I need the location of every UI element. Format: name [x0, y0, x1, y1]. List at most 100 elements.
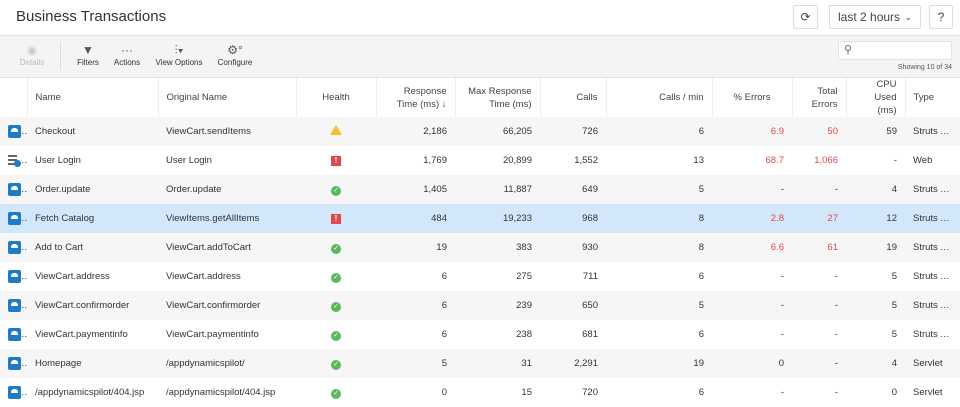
health-warning-icon	[330, 125, 342, 135]
actions-button[interactable]: ··· Actions	[112, 42, 142, 67]
percent-errors-cell: 0	[778, 358, 784, 369]
health-cell: ✓	[296, 291, 376, 320]
name-cell[interactable]: Order.update	[35, 184, 91, 195]
help-button[interactable]: ?	[929, 5, 953, 29]
table-row[interactable]: Fetch Catalog ViewItems.getAllItems ! 48…	[0, 204, 960, 233]
response-time-cell: 6	[441, 271, 447, 282]
type-cell: Web	[913, 155, 933, 166]
health-critical-icon: !	[331, 156, 341, 166]
filters-label: Filters	[77, 58, 99, 67]
percent-errors-cell: 2.8	[770, 213, 784, 224]
cpu-used-cell: 4	[891, 358, 897, 369]
percent-errors-cell: -	[780, 329, 784, 340]
showing-count: Showing 10 of 34	[897, 64, 952, 71]
divider	[60, 42, 61, 70]
total-errors-cell: -	[834, 387, 838, 398]
calls-cell: 720	[582, 387, 598, 398]
name-cell[interactable]: ViewCart.paymentinfo	[35, 329, 128, 340]
table-row[interactable]: Add to Cart ViewCart.addToCart ✓ 19 383 …	[0, 233, 960, 262]
type-cell: Struts Action	[913, 126, 960, 137]
type-cell: Struts Action	[913, 213, 960, 224]
table-row[interactable]: Homepage /appdynamicspilot/ ✓ 5 31 2,291…	[0, 349, 960, 378]
col-response-time[interactable]: Response Time (ms) ↓	[376, 78, 456, 117]
total-errors-cell: 50	[827, 126, 838, 137]
business-transaction-icon	[8, 241, 21, 254]
col-max-response[interactable]: Max Response Time (ms)	[455, 78, 541, 117]
col-original-name[interactable]: Original Name	[158, 78, 297, 117]
calls-cell: 930	[582, 242, 598, 253]
response-time-cell: 484	[431, 213, 447, 224]
business-transaction-icon	[8, 386, 21, 399]
view-options-button[interactable]: ⫶▾ View Options	[154, 42, 204, 67]
table-row[interactable]: ViewCart.paymentinfo ViewCart.paymentinf…	[0, 320, 960, 349]
original-name-cell: User Login	[166, 155, 212, 166]
col-name[interactable]: Name	[27, 78, 159, 117]
time-range-select[interactable]: last 2 hours ⌄	[829, 5, 921, 29]
health-critical-icon: !	[331, 214, 341, 224]
row-icon-cell	[0, 262, 27, 291]
business-transaction-icon	[8, 183, 21, 196]
health-cell: !	[296, 146, 376, 175]
table-row[interactable]: /appdynamicspilot/404.jsp /appdynamicspi…	[0, 378, 960, 407]
response-time-cell: 2,186	[423, 126, 447, 137]
cpu-used-cell: 5	[891, 271, 897, 282]
response-time-cell: 5	[441, 358, 447, 369]
row-icon-cell	[0, 146, 27, 175]
col-percent-errors[interactable]: % Errors	[712, 78, 793, 117]
eye-icon: ◉	[26, 43, 38, 57]
name-cell[interactable]: Fetch Catalog	[35, 213, 95, 224]
calls-cell: 650	[582, 300, 598, 311]
business-transaction-icon	[8, 299, 21, 312]
col-cpu-used[interactable]: CPU Used (ms)	[846, 78, 906, 117]
name-cell[interactable]: /appdynamicspilot/404.jsp	[35, 387, 145, 398]
col-total-errors[interactable]: Total Errors	[792, 78, 847, 117]
col-calls-per-min[interactable]: Calls / min	[606, 78, 713, 117]
name-cell[interactable]: User Login	[35, 155, 81, 166]
details-button[interactable]: ◉ Details	[18, 42, 46, 67]
search-input[interactable]: ⚲	[838, 41, 952, 60]
table-row[interactable]: Checkout ViewCart.sendItems 2,186 66,205…	[0, 117, 960, 146]
configure-label: Configure	[217, 58, 253, 67]
name-cell[interactable]: ViewCart.confirmorder	[35, 300, 130, 311]
col-health[interactable]: Health	[296, 78, 377, 117]
col-calls[interactable]: Calls	[540, 78, 607, 117]
total-errors-cell: -	[834, 300, 838, 311]
table-row[interactable]: ViewCart.confirmorder ViewCart.confirmor…	[0, 291, 960, 320]
original-name-cell: ViewCart.address	[166, 271, 241, 282]
name-cell[interactable]: Homepage	[35, 358, 82, 369]
response-time-cell: 6	[441, 300, 447, 311]
filters-button[interactable]: ▼ Filters	[74, 42, 102, 67]
calls-cell: 1,552	[574, 155, 598, 166]
calls-per-min-cell: 6	[698, 387, 704, 398]
max-response-cell: 15	[521, 387, 532, 398]
percent-errors-cell: 6.9	[770, 126, 784, 137]
total-errors-cell: -	[834, 184, 838, 195]
gear-icon: ⚙°	[227, 43, 243, 57]
percent-errors-cell: 68.7	[765, 155, 785, 166]
health-normal-icon: ✓	[331, 243, 341, 254]
total-errors-cell: 27	[827, 213, 838, 224]
cpu-used-cell: 19	[886, 242, 897, 253]
calls-per-min-cell: 5	[698, 184, 704, 195]
health-normal-icon: ✓	[331, 330, 341, 341]
cpu-used-cell: 59	[886, 126, 897, 137]
name-cell[interactable]: ViewCart.address	[35, 271, 110, 282]
percent-errors-cell: -	[780, 184, 784, 195]
health-normal-icon: ✓	[331, 272, 341, 283]
health-normal-icon: ✓	[331, 359, 341, 370]
more-icon: ···	[121, 43, 133, 57]
max-response-cell: 31	[521, 358, 532, 369]
health-normal-icon: ✓	[331, 388, 341, 399]
time-range-value: last 2 hours	[838, 10, 901, 24]
table-row[interactable]: ViewCart.address ViewCart.address ✓ 6 27…	[0, 262, 960, 291]
calls-cell: 681	[582, 329, 598, 340]
calls-per-min-cell: 19	[693, 358, 704, 369]
configure-button[interactable]: ⚙° Configure	[216, 42, 254, 67]
table-row[interactable]: Order.update Order.update ✓ 1,405 11,887…	[0, 175, 960, 204]
table-row[interactable]: User Login User Login ! 1,769 20,899 1,5…	[0, 146, 960, 175]
name-cell[interactable]: Add to Cart	[35, 242, 84, 253]
col-type[interactable]: Type	[913, 92, 935, 103]
refresh-button[interactable]: ⟳	[793, 5, 818, 29]
name-cell[interactable]: Checkout	[35, 126, 76, 137]
toolbar: ◉ Details ▼ Filters ··· Actions ⫶▾ View Opti…	[0, 36, 960, 78]
